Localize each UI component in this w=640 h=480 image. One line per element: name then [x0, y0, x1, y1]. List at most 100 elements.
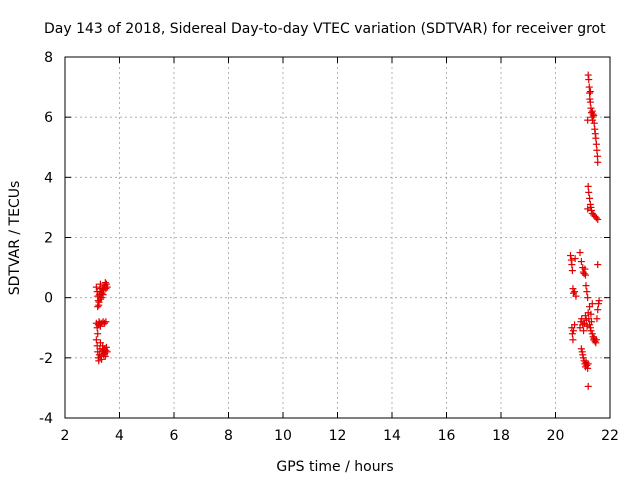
data-point: [569, 336, 577, 344]
data-point: [584, 205, 592, 213]
data-point: [594, 215, 602, 223]
data-point: [102, 280, 110, 288]
data-point: [584, 116, 592, 124]
axis-ticks: [64, 56, 611, 419]
data-point: [94, 330, 102, 338]
data-point: [579, 354, 587, 362]
data-point: [585, 188, 593, 196]
data-point: [580, 327, 588, 335]
data-point: [566, 252, 574, 260]
data-point: [581, 271, 589, 279]
data-point: [588, 300, 596, 308]
data-point: [576, 249, 584, 257]
data-point: [587, 310, 595, 318]
data-point: [578, 315, 586, 323]
data-point: [102, 318, 110, 326]
data-point: [577, 258, 585, 266]
data-point: [594, 306, 602, 314]
x-tick-label: 6: [170, 428, 179, 444]
data-point: [579, 321, 587, 329]
y-tick-label: 6: [44, 110, 53, 126]
data-point: [93, 324, 101, 332]
data-point: [569, 327, 577, 335]
data-point: [571, 288, 579, 296]
data-points: [92, 71, 603, 390]
grid: [65, 57, 610, 418]
data-point: [96, 295, 104, 303]
data-point: [592, 214, 600, 222]
y-tick-label: 8: [44, 50, 53, 66]
x-tick-label: 16: [438, 428, 456, 444]
data-point: [595, 297, 603, 305]
x-axis-label: GPS time / hours: [276, 459, 393, 475]
y-tick-label: 4: [44, 170, 53, 186]
data-point: [98, 355, 106, 363]
data-point: [96, 322, 104, 330]
data-point: [586, 194, 594, 202]
x-tick-label: 20: [547, 428, 565, 444]
x-tick-label: 2: [61, 428, 70, 444]
y-tick-label: 2: [44, 231, 53, 247]
data-point: [571, 255, 579, 263]
data-point: [584, 360, 592, 368]
data-point: [584, 382, 592, 390]
data-point: [593, 315, 601, 323]
data-point: [587, 327, 595, 335]
x-tick-label: 8: [224, 428, 233, 444]
data-point: [572, 292, 580, 300]
data-point: [101, 279, 109, 287]
data-point: [592, 134, 600, 142]
x-tick-label: 4: [115, 428, 124, 444]
y-tick-label: -2: [39, 351, 53, 367]
x-tick-label: 12: [329, 428, 347, 444]
data-point: [568, 330, 576, 338]
y-tick-label: 0: [44, 291, 53, 307]
data-point: [583, 288, 591, 296]
data-point: [586, 98, 594, 106]
chart-title: Day 143 of 2018, Sidereal Day-to-day VTE…: [44, 21, 606, 37]
data-point: [103, 348, 111, 356]
data-point: [586, 88, 594, 96]
x-tick-labels: 2 4 6 8 10 12 14 16 18 20 22: [61, 428, 619, 444]
data-point: [103, 283, 111, 291]
data-point: [568, 267, 576, 275]
data-point: [583, 361, 591, 369]
data-point: [582, 282, 590, 290]
x-tick-label: 14: [383, 428, 401, 444]
data-point: [102, 343, 110, 351]
data-point: [588, 107, 596, 115]
data-point: [592, 336, 600, 344]
data-point: [95, 298, 103, 306]
data-point: [571, 321, 579, 329]
x-tick-label: 10: [274, 428, 292, 444]
y-tick-labels: -4 -2 0 2 4 6 8: [39, 50, 53, 427]
data-point: [587, 206, 595, 214]
data-point: [577, 345, 585, 353]
data-point: [590, 119, 598, 127]
data-point: [586, 89, 594, 97]
data-point: [585, 83, 593, 91]
data-point: [594, 261, 602, 269]
data-point: [587, 318, 595, 326]
data-point: [590, 112, 598, 120]
data-point: [101, 319, 109, 327]
data-point: [594, 158, 602, 166]
data-point: [593, 152, 601, 160]
data-point: [584, 182, 592, 190]
y-axis-label: SDTVAR / TECUs: [7, 181, 23, 296]
data-point: [580, 270, 588, 278]
x-tick-label: 18: [492, 428, 510, 444]
data-point: [94, 303, 102, 311]
data-point: [585, 76, 593, 84]
data-point: [568, 261, 576, 269]
data-point: [96, 280, 104, 288]
data-point: [592, 140, 600, 148]
data-point: [101, 352, 109, 360]
data-point: [92, 283, 100, 291]
y-tick-label: -4: [39, 411, 53, 427]
data-point: [591, 337, 599, 345]
data-point: [92, 336, 100, 344]
data-point: [584, 294, 592, 302]
data-point: [100, 351, 108, 359]
